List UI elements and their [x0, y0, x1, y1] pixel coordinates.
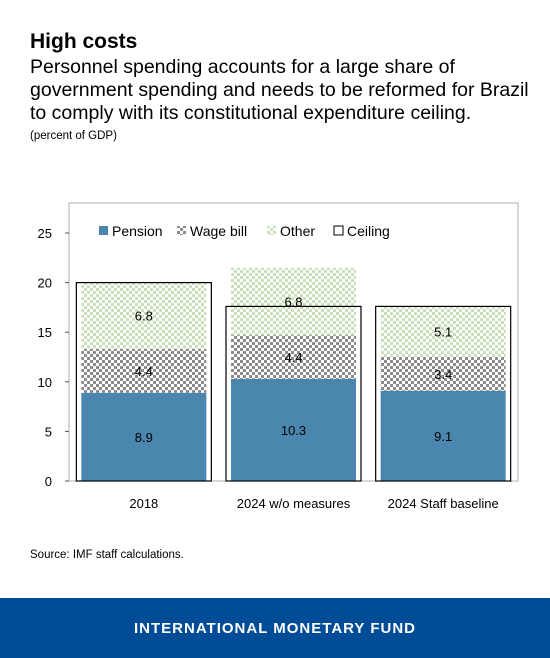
- x-tick-label: 2018: [129, 496, 158, 511]
- y-tick-label: 25: [38, 226, 52, 241]
- imf-footer-banner: INTERNATIONAL MONETARY FUND: [0, 598, 550, 658]
- legend-swatch: [99, 226, 108, 235]
- legend-swatch: [177, 226, 186, 235]
- y-axis: 0 5 10 15 20 25: [38, 226, 69, 489]
- y-tick-label: 20: [38, 276, 52, 291]
- bar-segment-wage-bill: [81, 349, 207, 393]
- chart-title: High costs: [30, 30, 138, 53]
- data-label: 10.3: [281, 423, 306, 438]
- legend-label: Wage bill: [190, 223, 247, 239]
- data-label: 6.8: [135, 308, 153, 323]
- data-label: 5.1: [434, 325, 452, 340]
- y-tick-label: 5: [45, 424, 52, 439]
- chart-subtitle: Personnel spending accounts for a large …: [30, 56, 529, 124]
- data-label: 8.9: [135, 430, 153, 445]
- legend-label: Other: [280, 223, 315, 239]
- bar-segment-other: [81, 281, 207, 350]
- bar-segment-pension: [231, 378, 356, 481]
- ceiling-outline: [375, 305, 512, 482]
- legend-label: Ceiling: [347, 223, 390, 239]
- bar-segment-wage-bill: [380, 357, 506, 391]
- x-axis-labels: 2018 2024 w/o measures 2024 Staff baseline: [129, 496, 498, 511]
- ceiling-outline: [225, 305, 362, 482]
- bar-segment-pension: [380, 390, 506, 481]
- x-tick-label: 2024 w/o measures: [237, 496, 351, 511]
- legend-swatch: [267, 226, 276, 235]
- bar-segment-other: [380, 306, 506, 357]
- chart-header: High costs Personnel spending accounts f…: [30, 30, 530, 142]
- x-tick-label: 2024 Staff baseline: [388, 496, 499, 511]
- ceiling-outlines: [75, 282, 512, 482]
- legend-label: Pension: [112, 223, 163, 239]
- bar-segment-pension: [81, 392, 207, 481]
- data-label: 3.4: [434, 367, 452, 382]
- ceiling-outline: [75, 282, 212, 482]
- chart-units: (percent of GDP): [30, 130, 117, 142]
- legend: Pension Wage bill Other Ceiling: [99, 223, 390, 239]
- org-name: INTERNATIONAL MONETARY FUND: [134, 619, 416, 637]
- data-label: 9.1: [434, 429, 452, 444]
- source-note: Source: IMF staff calculations.: [30, 549, 184, 561]
- data-label: 4.4: [284, 350, 302, 365]
- y-tick-label: 10: [38, 375, 52, 390]
- data-labels: 8.9 4.4 6.8 10.3 4.4 6.8 9.1 3.4 5.1: [135, 294, 452, 444]
- bar-segment-wage-bill: [231, 335, 356, 379]
- bars: [81, 267, 506, 481]
- bar-segment-other: [231, 267, 356, 336]
- y-tick-label: 0: [45, 474, 52, 489]
- data-label: 4.4: [135, 364, 153, 379]
- y-tick-label: 15: [38, 325, 52, 340]
- legend-swatch: [333, 225, 344, 236]
- data-label: 6.8: [284, 294, 302, 309]
